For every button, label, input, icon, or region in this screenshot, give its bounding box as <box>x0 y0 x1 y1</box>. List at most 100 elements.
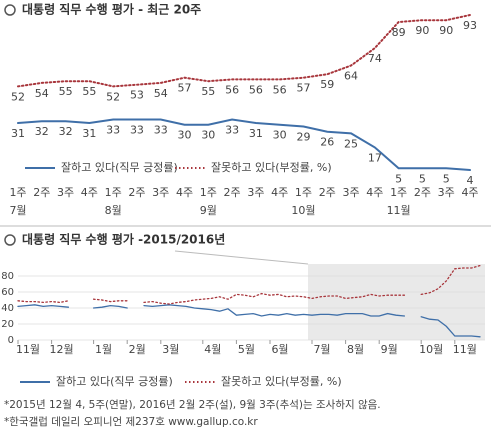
data-label: 17 <box>368 151 382 164</box>
y-tick-label: 20 <box>1 319 14 330</box>
data-label: 55 <box>201 85 215 98</box>
x-tick-label: 2월 <box>129 343 146 356</box>
data-label: 56 <box>249 83 263 96</box>
chart-title: 대통령 직무 수행 평가 - 최근 20주 <box>22 2 201 17</box>
data-label: 89 <box>392 26 406 39</box>
x-group-label: 8월 <box>105 204 122 217</box>
series-line <box>17 118 471 171</box>
data-label: 33 <box>106 123 120 136</box>
x-tick-label: 1월 <box>95 343 112 356</box>
data-label: 64 <box>344 70 358 83</box>
x-tick-label: 1주 <box>390 186 407 199</box>
x-tick-label: 4주 <box>461 186 478 199</box>
x-tick-label: 1주 <box>105 186 122 199</box>
x-tick-label: 3주 <box>438 186 455 199</box>
connector <box>174 250 309 265</box>
data-label: 52 <box>106 90 120 103</box>
title-icon <box>4 234 16 246</box>
data-label: 57 <box>178 82 192 95</box>
data-label: 56 <box>225 83 239 96</box>
data-label: 31 <box>11 127 25 140</box>
data-label: 59 <box>320 78 334 91</box>
footnote: *2015년 12월 4, 5주(연말), 2016년 2월 2주(설), 9월… <box>4 398 381 411</box>
x-group-label: 11월 <box>387 204 411 217</box>
x-tick-label: 9월 <box>381 343 398 356</box>
data-label: 90 <box>439 24 453 37</box>
data-label: 54 <box>35 87 49 100</box>
data-label: 26 <box>320 136 334 149</box>
x-tick-label: 3주 <box>342 186 359 199</box>
data-label: 33 <box>130 123 144 136</box>
data-label: 55 <box>82 85 96 98</box>
x-tick-label: 4주 <box>271 186 288 199</box>
data-label: 30 <box>273 129 287 142</box>
data-label: 30 <box>201 129 215 142</box>
data-label: 57 <box>296 82 310 95</box>
x-tick-label: 4월 <box>204 343 221 356</box>
legend-label: 잘하고 있다(직무 긍정률) <box>61 160 178 174</box>
x-tick-label: 4주 <box>176 186 193 199</box>
title-icon <box>4 4 16 16</box>
x-group-label: 9월 <box>200 204 217 217</box>
x-tick-label: 2주 <box>33 186 50 199</box>
data-label: 4 <box>467 174 474 187</box>
x-tick-label: 11월 <box>453 343 477 356</box>
x-tick-label: 1주 <box>295 186 312 199</box>
data-label: 31 <box>82 127 96 140</box>
x-tick-label: 4주 <box>81 186 98 199</box>
data-label: 55 <box>59 85 73 98</box>
data-label: 29 <box>296 130 310 143</box>
data-label: 93 <box>463 19 477 32</box>
x-tick-label: 8월 <box>347 343 364 356</box>
x-tick-label: 4주 <box>366 186 383 199</box>
y-tick-label: 40 <box>1 303 14 314</box>
x-tick-label: 2주 <box>414 186 431 199</box>
y-tick-label: 0 <box>8 335 14 346</box>
highlight-region <box>308 264 485 340</box>
series-line <box>17 14 471 88</box>
y-tick-label: 80 <box>1 271 14 282</box>
series-line <box>17 304 481 338</box>
series-line <box>17 264 481 305</box>
data-label: 54 <box>154 87 168 100</box>
legend-label: 잘하고 있다(직무 긍정률) <box>56 374 173 388</box>
x-tick-label: 12월 <box>50 343 74 356</box>
y-tick-label: 60 <box>1 287 14 298</box>
data-label: 31 <box>249 127 263 140</box>
x-tick-label: 1주 <box>200 186 217 199</box>
x-tick-label: 5월 <box>238 343 255 356</box>
footnote: *한국갤럽 데일리 오피니언 제237호 www.gallup.co.kr <box>4 415 258 428</box>
x-tick-label: 3주 <box>57 186 74 199</box>
data-label: 5 <box>419 172 426 185</box>
x-tick-label: 1주 <box>9 186 26 199</box>
x-group-label: 7월 <box>9 204 26 217</box>
x-tick-label: 3주 <box>247 186 264 199</box>
data-label: 5 <box>395 172 402 185</box>
data-label: 53 <box>130 89 144 102</box>
x-tick-label: 6월 <box>271 343 288 356</box>
data-label: 33 <box>225 123 239 136</box>
legend-label: 잘못하고 있다(부정률, %) <box>221 374 342 388</box>
x-tick-label: 2주 <box>224 186 241 199</box>
x-tick-label: 10월 <box>419 343 443 356</box>
x-tick-label: 7월 <box>313 343 330 356</box>
x-tick-label: 2주 <box>128 186 145 199</box>
x-tick-label: 3월 <box>162 343 179 356</box>
legend-label: 잘못하고 있다(부정률, %) <box>211 160 332 174</box>
x-tick-label: 11월 <box>16 343 40 356</box>
x-group-label: 10월 <box>291 204 315 217</box>
data-label: 32 <box>35 125 49 138</box>
data-label: 52 <box>11 90 25 103</box>
data-label: 30 <box>178 129 192 142</box>
data-label: 33 <box>154 123 168 136</box>
x-tick-label: 2주 <box>319 186 336 199</box>
data-label: 56 <box>273 83 287 96</box>
data-label: 25 <box>344 137 358 150</box>
data-label: 74 <box>368 52 382 65</box>
data-label: 90 <box>415 24 429 37</box>
data-label: 5 <box>443 172 450 185</box>
x-tick-label: 3주 <box>152 186 169 199</box>
chart-title: 대통령 직무 수행 평가 -2015/2016년 <box>22 232 225 247</box>
data-label: 32 <box>59 125 73 138</box>
